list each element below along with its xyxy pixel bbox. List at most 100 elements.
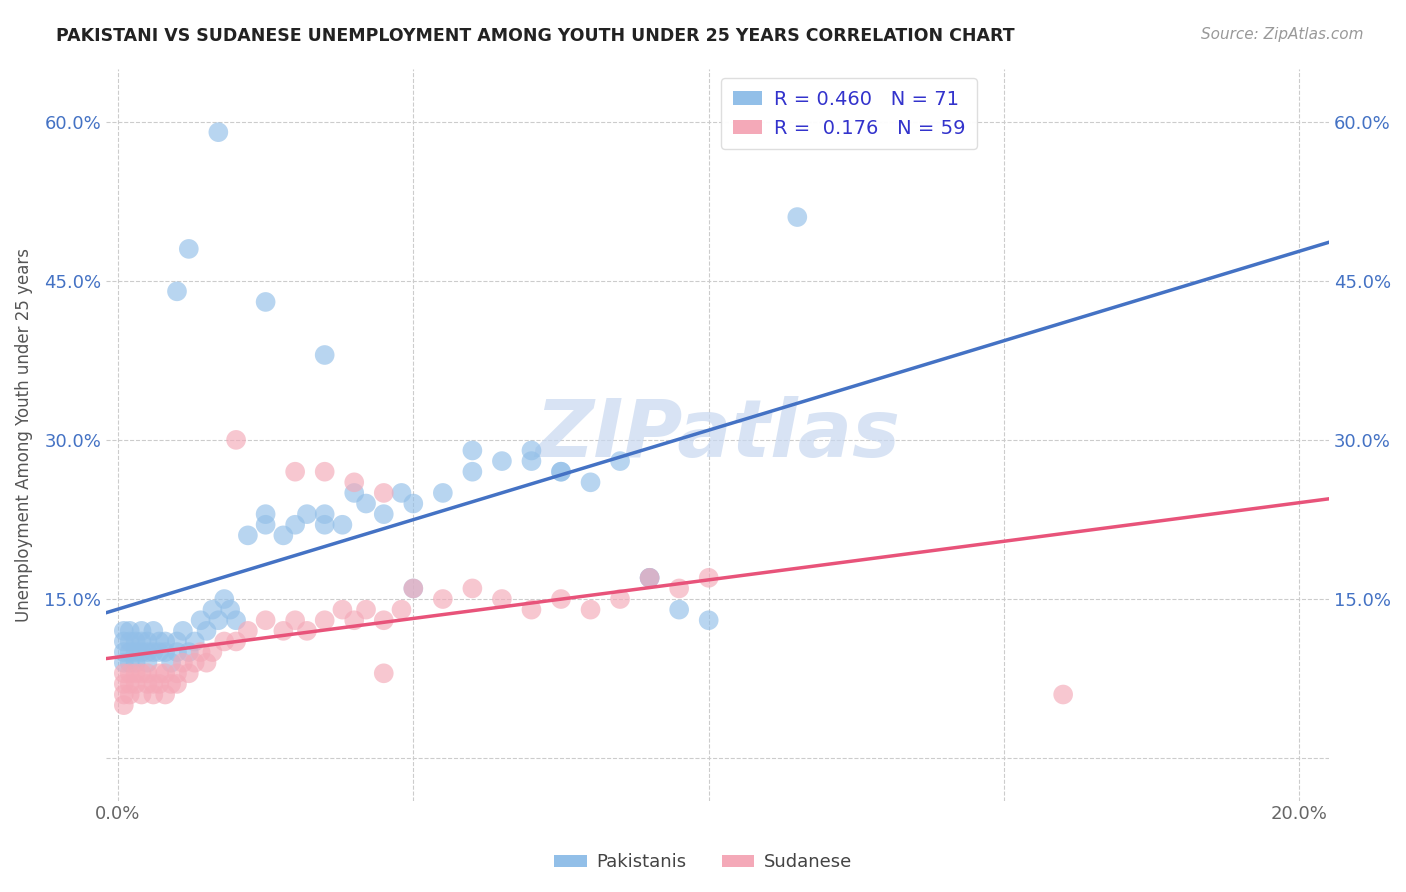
Point xyxy=(148,645,170,659)
Point xyxy=(295,507,318,521)
Point xyxy=(254,613,277,627)
Point xyxy=(112,645,135,659)
Point xyxy=(668,602,690,616)
Point xyxy=(219,602,242,616)
Point xyxy=(148,634,170,648)
Point xyxy=(124,634,146,648)
Text: PAKISTANI VS SUDANESE UNEMPLOYMENT AMONG YOUTH UNDER 25 YEARS CORRELATION CHART: PAKISTANI VS SUDANESE UNEMPLOYMENT AMONG… xyxy=(56,27,1015,45)
Point xyxy=(153,645,176,659)
Text: Source: ZipAtlas.com: Source: ZipAtlas.com xyxy=(1201,27,1364,42)
Point xyxy=(354,602,377,616)
Text: ZIPatlas: ZIPatlas xyxy=(536,395,900,474)
Point xyxy=(520,454,543,468)
Point xyxy=(131,645,153,659)
Point xyxy=(124,677,146,691)
Point xyxy=(142,677,165,691)
Point xyxy=(638,571,661,585)
Point xyxy=(131,634,153,648)
Point xyxy=(343,475,366,490)
Point xyxy=(118,666,141,681)
Point xyxy=(697,613,720,627)
Point xyxy=(284,517,307,532)
Point xyxy=(142,688,165,702)
Point xyxy=(236,624,259,638)
Point xyxy=(160,677,183,691)
Point xyxy=(136,656,159,670)
Point xyxy=(461,443,484,458)
Point xyxy=(343,486,366,500)
Point xyxy=(284,465,307,479)
Point xyxy=(166,666,188,681)
Point xyxy=(254,507,277,521)
Point xyxy=(207,613,229,627)
Point xyxy=(273,624,295,638)
Point xyxy=(254,517,277,532)
Point xyxy=(190,645,212,659)
Point xyxy=(212,634,235,648)
Point xyxy=(148,666,170,681)
Point xyxy=(177,242,200,256)
Point xyxy=(166,645,188,659)
Point xyxy=(391,486,413,500)
Point xyxy=(343,613,366,627)
Point xyxy=(131,624,153,638)
Point xyxy=(550,592,572,607)
Point xyxy=(153,634,176,648)
Point xyxy=(373,486,395,500)
Point xyxy=(112,698,135,713)
Point xyxy=(432,592,454,607)
Point xyxy=(432,486,454,500)
Point xyxy=(124,666,146,681)
Point xyxy=(177,666,200,681)
Legend: R = 0.460   N = 71, R =  0.176   N = 59: R = 0.460 N = 71, R = 0.176 N = 59 xyxy=(721,78,977,149)
Point xyxy=(118,656,141,670)
Point xyxy=(118,677,141,691)
Point xyxy=(609,454,631,468)
Point xyxy=(225,613,247,627)
Point xyxy=(550,465,572,479)
Point xyxy=(190,613,212,627)
Point xyxy=(118,688,141,702)
Point xyxy=(225,634,247,648)
Point xyxy=(373,613,395,627)
Point xyxy=(254,295,277,310)
Point xyxy=(284,613,307,627)
Point xyxy=(166,285,188,299)
Point xyxy=(112,634,135,648)
Point xyxy=(332,517,354,532)
Point xyxy=(697,571,720,585)
Point xyxy=(668,582,690,596)
Point xyxy=(195,624,218,638)
Point xyxy=(142,624,165,638)
Point xyxy=(201,645,224,659)
Point xyxy=(172,656,194,670)
Point xyxy=(160,656,183,670)
Point xyxy=(638,571,661,585)
Point xyxy=(402,582,425,596)
Point xyxy=(314,465,336,479)
Point xyxy=(579,602,602,616)
Point xyxy=(236,528,259,542)
Point xyxy=(153,666,176,681)
Point xyxy=(136,666,159,681)
Point xyxy=(118,634,141,648)
Point xyxy=(461,582,484,596)
Point xyxy=(183,656,205,670)
Point xyxy=(550,465,572,479)
Legend: Pakistanis, Sudanese: Pakistanis, Sudanese xyxy=(547,847,859,879)
Point xyxy=(491,454,513,468)
Point xyxy=(638,571,661,585)
Point xyxy=(373,666,395,681)
Point xyxy=(142,645,165,659)
Point xyxy=(314,613,336,627)
Point xyxy=(118,645,141,659)
Point xyxy=(354,497,377,511)
Point xyxy=(153,688,176,702)
Point xyxy=(131,666,153,681)
Point xyxy=(112,688,135,702)
Point xyxy=(148,677,170,691)
Point xyxy=(402,497,425,511)
Point xyxy=(118,624,141,638)
Point xyxy=(520,443,543,458)
Point xyxy=(579,475,602,490)
